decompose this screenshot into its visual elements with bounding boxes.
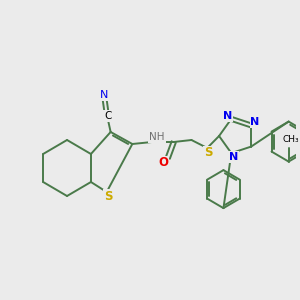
Text: N: N [100,90,108,100]
Text: S: S [104,190,113,202]
Text: N: N [223,111,232,121]
Text: C: C [104,111,111,121]
Text: S: S [204,146,212,160]
Text: O: O [158,157,168,169]
Text: NH: NH [149,132,165,142]
Text: N: N [250,117,260,128]
Text: CH₃: CH₃ [282,135,299,144]
Text: N: N [229,152,238,162]
